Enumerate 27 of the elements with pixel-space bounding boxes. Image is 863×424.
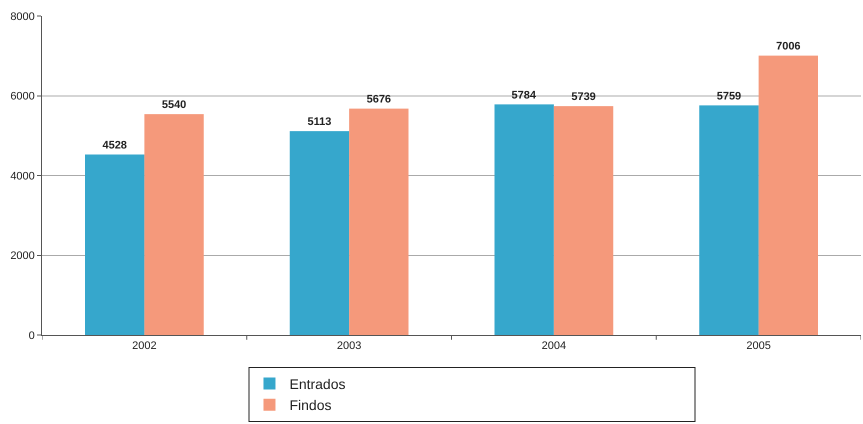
bar — [290, 131, 350, 335]
y-tick-label: 6000 — [10, 90, 35, 103]
data-label: 7006 — [776, 40, 801, 53]
x-tick-label: 2004 — [542, 340, 566, 352]
data-label: 5540 — [162, 99, 186, 112]
data-label: 4528 — [102, 139, 127, 152]
bar — [85, 154, 144, 335]
y-tick-label: 8000 — [10, 10, 35, 23]
x-tick-label: 2003 — [336, 340, 362, 352]
bar — [758, 56, 818, 335]
y-tick-label: 0 — [28, 330, 35, 342]
data-label: 5676 — [366, 94, 392, 106]
data-label: 5759 — [716, 90, 742, 102]
y-tick-label: 2000 — [10, 250, 35, 262]
data-label: 5739 — [571, 91, 596, 104]
x-tick-label: 2005 — [746, 340, 771, 352]
x-tick-label: 2002 — [132, 340, 157, 352]
bar — [554, 106, 614, 335]
bar — [144, 114, 204, 335]
bar — [349, 108, 408, 335]
bar — [494, 104, 554, 335]
bar — [699, 105, 759, 335]
data-label: 5113 — [308, 116, 332, 128]
legend-label: Findos — [289, 397, 332, 414]
data-label: 5784 — [512, 89, 537, 102]
legend-label: Entrados — [289, 376, 346, 392]
y-tick-label: 4000 — [10, 170, 35, 182]
